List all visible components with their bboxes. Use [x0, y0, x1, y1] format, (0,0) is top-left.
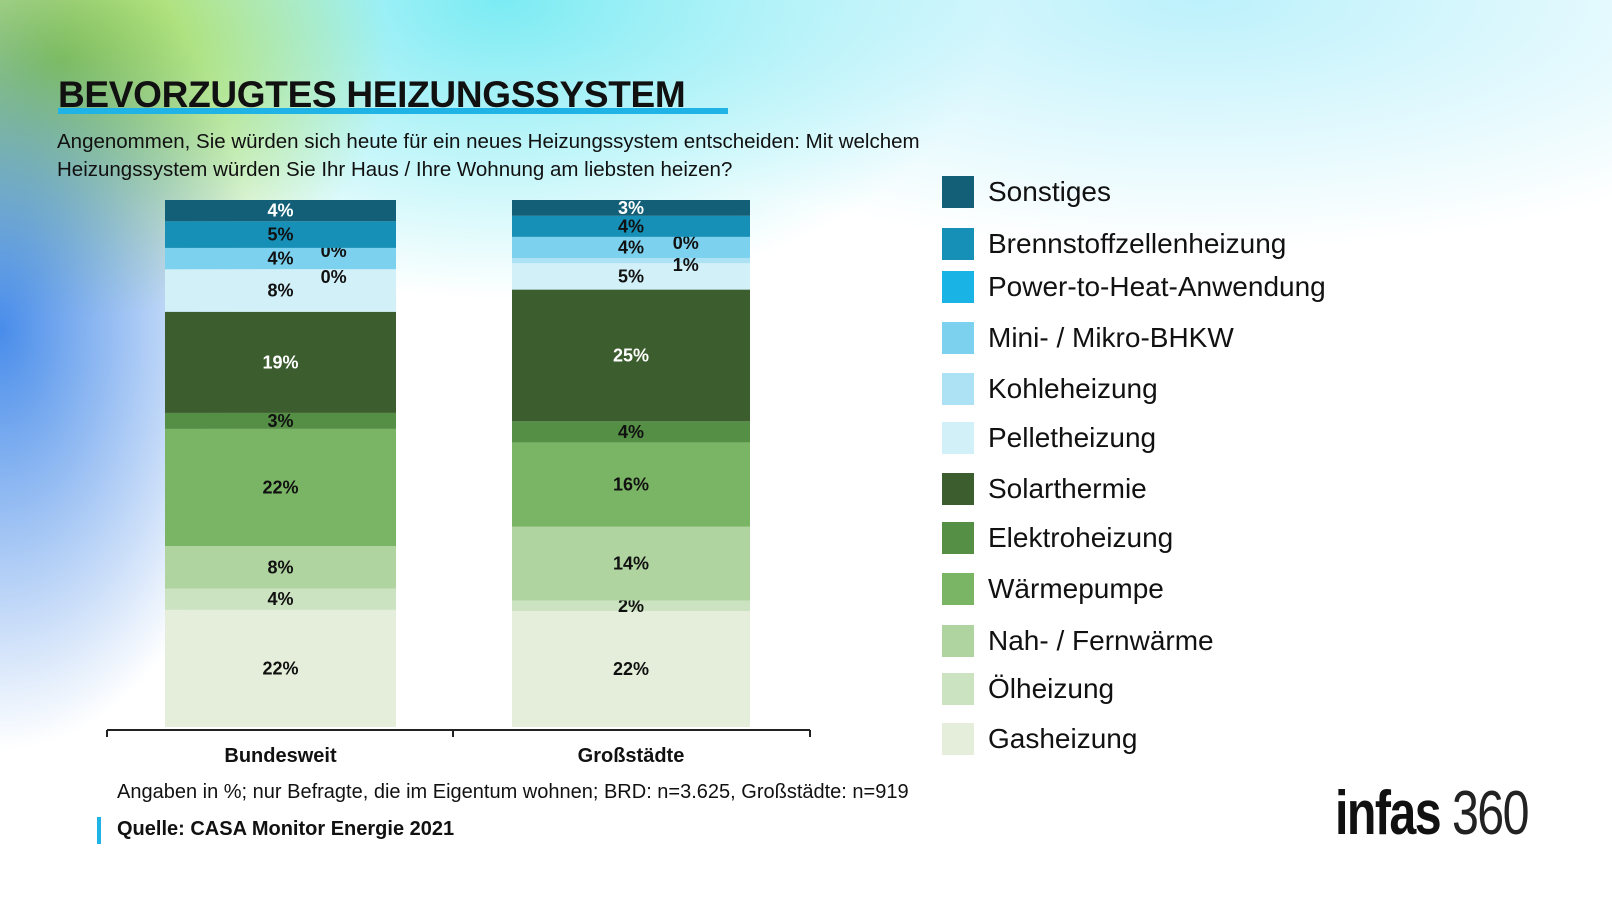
- bar-segment: [165, 221, 396, 248]
- data-label: 2%: [618, 596, 644, 616]
- title-underline: [58, 108, 728, 114]
- legend-swatch: [942, 176, 974, 208]
- legend-swatch: [942, 473, 974, 505]
- data-label: 8%: [267, 280, 293, 300]
- legend-label: Power-to-Heat-Anwendung: [988, 271, 1326, 302]
- bar-segment: [512, 215, 750, 237]
- legend-swatch: [942, 373, 974, 405]
- legend-label: Kohleheizung: [988, 373, 1158, 404]
- bar-segment: [165, 247, 396, 270]
- legend-label: Wärmepumpe: [988, 573, 1164, 604]
- bar-segment: [512, 200, 750, 216]
- data-label: 4%: [618, 216, 644, 236]
- data-label: 4%: [267, 201, 293, 221]
- legend-item: Sonstiges: [942, 176, 1111, 208]
- legend-swatch: [942, 228, 974, 260]
- data-label: 5%: [267, 225, 293, 245]
- data-label: 8%: [267, 557, 293, 577]
- legend-item: Elektroheizung: [942, 522, 1173, 554]
- bar-segment: [165, 546, 396, 589]
- data-label: 4%: [267, 249, 293, 269]
- data-label: 14%: [613, 554, 649, 574]
- bar-segment: [165, 311, 396, 413]
- data-label: 19%: [262, 352, 298, 372]
- data-label: 4%: [618, 422, 644, 442]
- legend-item: Power-to-Heat-Anwendung: [942, 271, 1326, 303]
- data-label: 1%: [673, 255, 699, 275]
- bar-segment: [512, 289, 750, 422]
- category-label: Bundesweit: [224, 745, 337, 767]
- bar-segment: [165, 200, 396, 222]
- data-label: 22%: [613, 659, 649, 679]
- bar-segment: [512, 611, 750, 727]
- legend-swatch: [942, 625, 974, 657]
- bar-segment: [512, 526, 750, 601]
- bar-segment: [512, 600, 750, 612]
- legend-item: Pelletheizung: [942, 422, 1156, 454]
- legend-label: Mini- / Mikro-BHKW: [988, 322, 1234, 353]
- legend-label: Sonstiges: [988, 176, 1111, 207]
- source-marker: [97, 817, 101, 844]
- legend-label: Nah- / Fernwärme: [988, 625, 1214, 656]
- legend-swatch: [942, 673, 974, 705]
- bar-segment: [512, 442, 750, 527]
- legend-swatch: [942, 723, 974, 755]
- legend-item: Mini- / Mikro-BHKW: [942, 322, 1234, 354]
- data-label: 22%: [262, 658, 298, 678]
- legend-item: Solarthermie: [942, 473, 1147, 505]
- legend-label: Pelletheizung: [988, 422, 1157, 453]
- footnote: Angaben in %; nur Befragte, die im Eigen…: [117, 781, 909, 803]
- bar-segment: [165, 269, 396, 312]
- legend-label: Elektroheizung: [988, 522, 1174, 553]
- bar-segment: [165, 609, 396, 727]
- legend-item: Nah- / Fernwärme: [942, 625, 1214, 657]
- legend-item: Brennstoffzellenheizung: [942, 228, 1286, 260]
- legend-item: Wärmepumpe: [942, 573, 1164, 605]
- stacked-bar-chart: 22% 4% 8% 22% 3% 19% 8% 0% 4% 0% 5% 4% Bundesweit 22%…: [106, 198, 811, 767]
- legend-label: Brennstoffzellenheizung: [988, 228, 1287, 259]
- legend-swatch: [942, 522, 974, 554]
- data-label: 4%: [267, 589, 293, 609]
- legend-item: Gasheizung: [942, 723, 1137, 755]
- data-label: 4%: [618, 237, 644, 257]
- legend-swatch: [942, 322, 974, 354]
- legend-swatch: [942, 573, 974, 605]
- legend-label: Ölheizung: [988, 673, 1115, 704]
- infas360-logo: infas 360: [1335, 779, 1530, 848]
- legend-label: Solarthermie: [988, 473, 1147, 504]
- bar-segment: [512, 263, 750, 290]
- data-label: 5%: [618, 266, 644, 286]
- data-label: 3%: [267, 411, 293, 431]
- bar-segment: [165, 588, 396, 610]
- data-label: 0%: [673, 233, 699, 253]
- data-label: 25%: [613, 345, 649, 365]
- legend-swatch: [942, 422, 974, 454]
- source: Quelle: CASA Monitor Energie 2021: [117, 818, 455, 840]
- data-label: 22%: [262, 477, 298, 497]
- legend-label: Gasheizung: [988, 723, 1138, 754]
- legend-item: Kohleheizung: [942, 373, 1158, 405]
- category-label: Großstädte: [578, 745, 685, 767]
- question-text: Angenommen, Sie würden sich heute für ei…: [57, 130, 920, 181]
- bar-segment: [165, 412, 396, 429]
- bar-segment: [512, 236, 750, 258]
- data-label: 3%: [618, 198, 644, 218]
- legend-item: Ölheizung: [942, 673, 1114, 705]
- bar-segment: [165, 428, 396, 547]
- legend-swatch: [942, 271, 974, 303]
- data-label: 16%: [613, 475, 649, 495]
- bar-segment: [512, 257, 750, 264]
- bar-segment: [512, 421, 750, 443]
- data-label: 0%: [321, 267, 347, 287]
